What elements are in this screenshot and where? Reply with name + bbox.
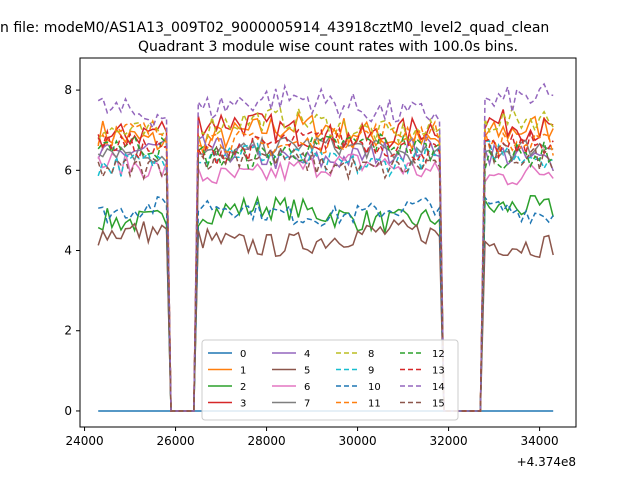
legend-label: 8 — [368, 349, 374, 360]
x-tick-label: 32000 — [429, 434, 467, 448]
y-tick-label: 6 — [64, 163, 72, 177]
legend-label: 14 — [432, 382, 445, 393]
x-tick-label: 24000 — [65, 434, 103, 448]
legend-label: 0 — [240, 349, 246, 360]
x-tick-label: 34000 — [521, 434, 559, 448]
legend-label: 2 — [240, 382, 246, 393]
legend-label: 4 — [304, 349, 310, 360]
legend-label: 15 — [432, 399, 445, 410]
series-line-13 — [97, 126, 554, 412]
x-tick-label: 30000 — [338, 434, 376, 448]
legend-label: 13 — [432, 366, 445, 377]
figure-suptitle: n file: modeM0/AS1A13_009T02_9000005914_… — [0, 20, 549, 36]
y-tick-label: 2 — [64, 324, 72, 338]
x-axis: 24000 26000 28000 30000 32000 34000 — [65, 427, 559, 448]
series-line-15 — [97, 143, 554, 412]
legend-label: 10 — [368, 382, 381, 393]
x-tick-label: 28000 — [247, 434, 285, 448]
legend-label: 7 — [304, 399, 310, 410]
legend-label: 1 — [240, 366, 246, 377]
plot-area: 24000 26000 28000 30000 32000 34000 0 2 4 6 8 +4.… — [64, 57, 577, 469]
legend-label: 5 — [304, 366, 310, 377]
y-axis: 0 2 4 6 8 — [64, 83, 80, 418]
legend-label: 12 — [432, 349, 445, 360]
x-offset-label: +4.374e8 — [517, 455, 576, 469]
legend-box — [201, 339, 459, 421]
y-tick-label: 4 — [64, 244, 72, 258]
legend-label: 3 — [240, 399, 246, 410]
y-tick-label: 8 — [64, 83, 72, 97]
y-tick-label: 0 — [64, 404, 72, 418]
legend-label: 6 — [304, 382, 310, 393]
chart-title: Quadrant 3 module wise count rates with … — [138, 39, 518, 55]
series-line-14 — [97, 82, 554, 412]
series-line-9 — [97, 140, 554, 412]
legend-label: 11 — [368, 399, 381, 410]
series-lines — [97, 82, 554, 412]
x-tick-label: 26000 — [156, 434, 194, 448]
legend-label: 9 — [368, 366, 374, 377]
